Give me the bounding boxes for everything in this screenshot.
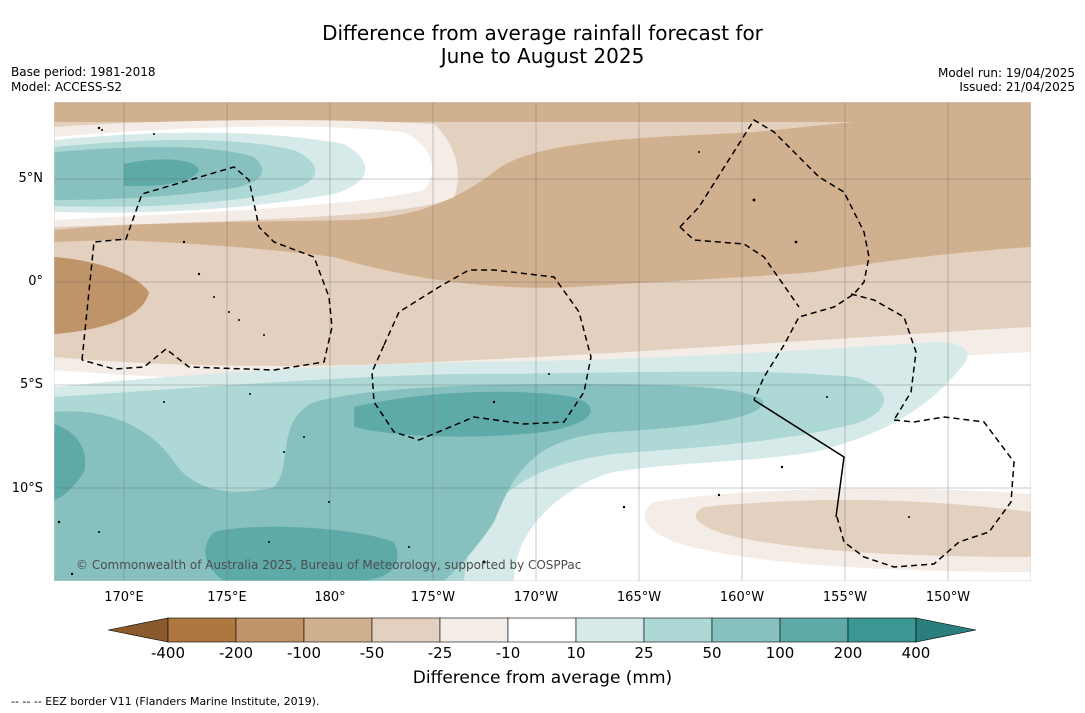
map-title-line-1: Difference from average rainfall forecas… — [322, 21, 763, 45]
colorbar-segment — [643, 617, 713, 643]
eez-borders — [81, 118, 1015, 568]
model-name: Model: ACCESS-S2 — [11, 80, 123, 94]
lon-label-170e: 170°E — [104, 590, 144, 605]
colorbar-segment — [507, 617, 577, 643]
colorbar-segment — [575, 617, 645, 643]
lat-label-5n: 5°N — [18, 171, 44, 186]
eez-footnote: -- -- -- EEZ border V11 (Flanders Marine… — [11, 695, 320, 708]
colorbar-segment — [711, 617, 781, 643]
eez-boundary-solid — [753, 399, 845, 518]
lon-label-160w: 160°W — [719, 590, 765, 605]
copyright-notice: © Commonwealth of Australia 2025, Bureau… — [76, 558, 582, 572]
colorbar-extend-low — [108, 617, 169, 643]
colorbar-tick: 10 — [566, 644, 586, 662]
colorbar-segment — [439, 617, 509, 643]
colorbar-segment — [847, 617, 917, 643]
colorbar-segment — [303, 617, 373, 643]
island-dots — [57, 126, 910, 576]
anomaly-band-plus-100-north — [124, 159, 199, 187]
anomaly-band-plus-100-southwest — [205, 526, 398, 581]
lon-label-175e: 175°E — [207, 590, 247, 605]
base-period: Base period: 1981-2018 — [11, 65, 156, 79]
colorbar-tick: 50 — [702, 644, 722, 662]
colorbar — [108, 617, 977, 643]
lon-label-180: 180° — [314, 590, 346, 605]
rainfall-anomaly-map — [54, 102, 1031, 581]
lat-label-5s: 5°S — [19, 377, 43, 392]
colorbar-tick: 400 — [901, 644, 931, 662]
map-title-line-2: June to August 2025 — [440, 44, 645, 68]
colorbar-segment — [779, 617, 849, 643]
model-run: Model run: 19/04/2025 — [937, 66, 1075, 80]
colorbar-tick: -50 — [359, 644, 385, 662]
anomaly-band-minus-25-southeast — [695, 500, 1031, 557]
colorbar-segment — [235, 617, 305, 643]
lat-label-10s: 10°S — [11, 481, 43, 496]
colorbar-segment — [371, 617, 441, 643]
lon-label-150w: 150°W — [925, 590, 971, 605]
anomaly-band-plus-100-south — [354, 391, 591, 437]
colorbar-segment — [167, 617, 237, 643]
anomaly-band-plus-100-west — [54, 424, 86, 500]
colorbar-label: Difference from average (mm) — [412, 668, 673, 688]
lon-label-175w: 175°W — [410, 590, 456, 605]
lon-label-170w: 170°W — [513, 590, 559, 605]
colorbar-tick: -400 — [150, 644, 186, 662]
colorbar-extend-high — [915, 617, 977, 643]
anomaly-band-minus-100 — [54, 257, 149, 334]
colorbar-tick: 200 — [833, 644, 863, 662]
colorbar-tick: 25 — [634, 644, 654, 662]
lon-label-165w: 165°W — [616, 590, 662, 605]
issued-date: Issued: 21/04/2025 — [959, 80, 1075, 94]
graticule — [54, 102, 1031, 581]
anomaly-band-minus-50-north — [54, 102, 1031, 122]
colorbar-tick: -25 — [427, 644, 453, 662]
anomaly-band-minus-50-equatorial — [54, 107, 1031, 288]
colorbar-tick: -200 — [218, 644, 254, 662]
lat-label-0: 0° — [28, 274, 43, 289]
colorbar-tick: -10 — [495, 644, 521, 662]
colorbar-tick: 100 — [765, 644, 795, 662]
colorbar-tick: -100 — [286, 644, 322, 662]
lon-label-155w: 155°W — [822, 590, 868, 605]
